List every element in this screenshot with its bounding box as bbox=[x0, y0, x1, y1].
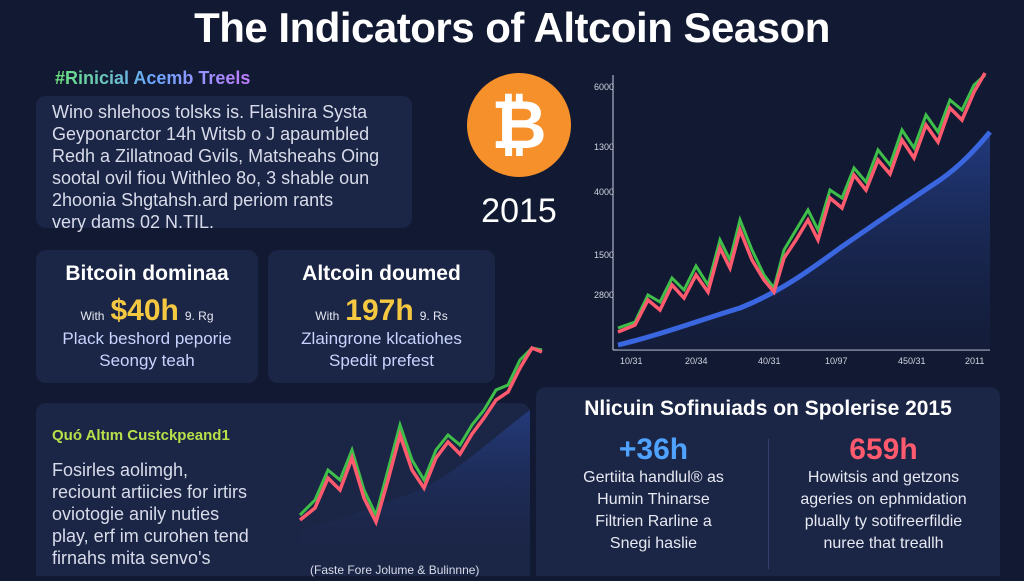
y-label: 4000 bbox=[594, 187, 614, 197]
stat-line: Filtrien Rarline a bbox=[595, 513, 712, 530]
green-line bbox=[617, 73, 987, 330]
green-line bbox=[298, 346, 543, 520]
card-prefix: With bbox=[315, 309, 340, 323]
card-value: 197h bbox=[345, 294, 414, 327]
x-label: 10/31 bbox=[620, 356, 643, 366]
red-line bbox=[298, 345, 543, 527]
trends-line: reciount artiicies for irtirs bbox=[52, 482, 248, 502]
trends-heading: Quó Altım Custckpeand1 bbox=[52, 427, 230, 444]
main-chart: 6000 1300 4000 1500 2800 10/31 20/34 40/… bbox=[594, 72, 992, 366]
divider bbox=[768, 439, 769, 569]
x-label: 20/34 bbox=[685, 356, 708, 366]
logo-symbol: ₿ bbox=[491, 87, 546, 163]
intro-line: sootal ovil fiou Withleo 8o, 3 shable ou… bbox=[52, 168, 370, 188]
card: Altcoin doumed With 197h 9. Rs Zlaingron… bbox=[268, 250, 495, 383]
intro-line: Redh a Zillatnoad Gvils, Matsheahs Oing bbox=[52, 146, 380, 166]
card-line: Zlaingrone klcatiohes bbox=[301, 329, 462, 348]
trends-text: Fosirles aolimgh, reciount artiicies for… bbox=[52, 459, 249, 569]
intro-line: Wino shlehoos tolsks is. Flaishira Systa bbox=[52, 102, 368, 122]
card-line: Plack beshord peporie bbox=[62, 329, 232, 348]
x-label: 10/97 bbox=[825, 356, 848, 366]
red-line bbox=[617, 72, 987, 334]
stat-line: Snegi haslie bbox=[609, 535, 698, 552]
logo-year: 2015 bbox=[481, 192, 557, 230]
y-label: 6000 bbox=[594, 82, 614, 92]
blue-line bbox=[617, 130, 992, 348]
trends-chart bbox=[298, 345, 543, 555]
trends-line: play, erf im curohen tend bbox=[52, 526, 249, 546]
intro-line: Geyponarctor 14h Witsb o J apaumbled bbox=[52, 124, 370, 144]
trends-line: oviotogie anily nuties bbox=[52, 504, 220, 524]
x-label: 40/31 bbox=[758, 356, 781, 366]
intro-text: Wino shlehoos tolsks is. Flaishira Systa… bbox=[36, 96, 412, 233]
trends-caption: (Faste Fore Jolume & Bulinnne) bbox=[310, 563, 480, 577]
card-row: With $40h 9. Rg bbox=[36, 294, 258, 328]
stat: 659h Howitsis and getzons ageries on eph… bbox=[776, 415, 991, 555]
y-label: 1300 bbox=[594, 142, 614, 152]
intro-heading: #Rinicial Acemb Treels bbox=[55, 68, 251, 88]
stat-line: plually ty sotifreerfildie bbox=[804, 513, 963, 530]
stat-value: +36h bbox=[618, 433, 689, 466]
summary-panel: Nlicuin Sofinuiads on Spolerise 2015 +36… bbox=[536, 387, 1000, 576]
intro-line: very dams 02 N.TIL. bbox=[52, 212, 215, 232]
card-prefix: With bbox=[80, 309, 105, 323]
stat-line: Howitsis and getzons bbox=[807, 469, 960, 486]
trends-line: Fosirles aolimgh, bbox=[52, 460, 189, 480]
summary-title: Nlicuin Sofinuiads on Spolerise 2015 bbox=[584, 397, 952, 420]
card-suffix: 9. Rg bbox=[184, 309, 214, 323]
y-label: 1500 bbox=[594, 250, 614, 260]
stat-line: ageries on ephmidation bbox=[800, 491, 967, 508]
card-suffix: 9. Rs bbox=[419, 309, 448, 323]
trends-line: firnahs mita senvo's bbox=[52, 548, 211, 568]
y-label: 2800 bbox=[594, 290, 614, 300]
blue-area bbox=[618, 132, 990, 350]
stat-line: Gertiita handlul® as bbox=[583, 469, 724, 486]
card-title: Altcoin doumed bbox=[302, 262, 461, 285]
x-label: 450/31 bbox=[898, 356, 926, 366]
card-row: With 197h 9. Rs bbox=[268, 294, 495, 328]
card-title: Bitcoin dominaa bbox=[65, 262, 229, 285]
page-title: The Indicators of Altcoin Season bbox=[194, 4, 830, 51]
intro-line: 2hoonia Shgtahsh.ard periom rants bbox=[52, 190, 334, 210]
logo-circle bbox=[467, 73, 571, 177]
stat-line: nuree that treallh bbox=[823, 535, 944, 552]
x-label: 2011 bbox=[965, 356, 984, 366]
bitcoin-logo: ₿ 2015 bbox=[467, 73, 571, 230]
stat-line: Humin Thinarse bbox=[597, 491, 710, 508]
card-line: Seongy teah bbox=[99, 351, 195, 370]
card: Bitcoin dominaa With $40h 9. Rg Plack be… bbox=[36, 250, 258, 383]
stat-value: 659h bbox=[849, 433, 918, 466]
card-value: $40h bbox=[110, 294, 179, 327]
intro-panel: Wino shlehoos tolsks is. Flaishira Systa… bbox=[36, 96, 412, 232]
stat: +36h Gertiita handlul® as Humin Thinarse… bbox=[546, 415, 761, 555]
blue-area bbox=[300, 410, 530, 555]
card-line: Spedit prefest bbox=[329, 351, 434, 370]
